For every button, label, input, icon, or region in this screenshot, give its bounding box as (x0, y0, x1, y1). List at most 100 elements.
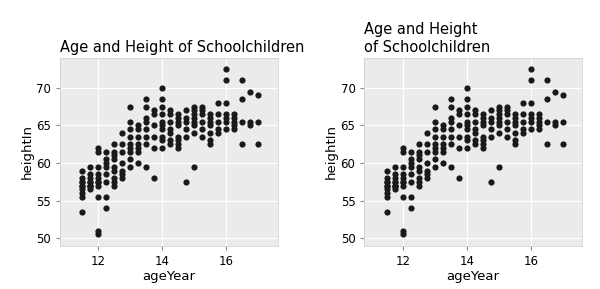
Point (166, 142, 175, 147)
Point (414, 183, 424, 188)
Point (398, 232, 407, 237)
Point (197, 112, 207, 116)
Point (206, 116, 215, 120)
Point (534, 119, 544, 124)
Point (110, 142, 119, 147)
Point (446, 164, 455, 169)
Point (470, 127, 479, 131)
Point (414, 153, 424, 158)
Point (101, 206, 111, 210)
Point (101, 179, 111, 184)
Point (422, 168, 431, 173)
Point (414, 168, 424, 173)
Point (526, 127, 536, 131)
Point (254, 93, 263, 98)
Point (238, 119, 247, 124)
Point (86, 183, 95, 188)
Point (454, 176, 464, 180)
Point (149, 146, 159, 150)
Point (406, 179, 416, 184)
Point (190, 119, 199, 124)
Text: Age and Height
of Schoolchildren: Age and Height of Schoolchildren (364, 22, 491, 55)
Point (230, 127, 239, 131)
Point (382, 194, 392, 199)
Point (221, 78, 231, 83)
Point (462, 86, 472, 90)
Point (382, 179, 392, 184)
Point (478, 119, 488, 124)
Point (462, 138, 472, 143)
Point (406, 149, 416, 154)
Point (454, 134, 464, 139)
Point (94, 179, 103, 184)
Point (125, 149, 135, 154)
Point (494, 108, 503, 113)
Point (478, 146, 488, 150)
Point (254, 142, 263, 147)
Point (382, 191, 392, 195)
Point (94, 232, 103, 237)
Point (486, 127, 496, 131)
Point (446, 116, 455, 120)
Point (494, 112, 503, 116)
Point (510, 131, 520, 135)
Point (166, 108, 175, 113)
Point (86, 172, 95, 177)
Point (422, 161, 431, 165)
Point (86, 176, 95, 180)
Point (94, 194, 103, 199)
Point (158, 134, 167, 139)
Point (134, 123, 143, 128)
Point (478, 116, 488, 120)
Point (550, 89, 560, 94)
Point (454, 108, 464, 113)
Point (118, 161, 127, 165)
Point (470, 112, 479, 116)
Point (142, 104, 151, 109)
Point (110, 157, 119, 162)
Point (526, 78, 536, 83)
Point (182, 119, 191, 124)
Point (542, 78, 551, 83)
Point (94, 172, 103, 177)
Point (190, 112, 199, 116)
X-axis label: ageYear: ageYear (142, 271, 195, 284)
Point (197, 134, 207, 139)
Point (101, 172, 111, 177)
Point (534, 123, 544, 128)
Point (430, 104, 440, 109)
Point (182, 116, 191, 120)
Point (470, 108, 479, 113)
Point (558, 119, 568, 124)
Point (86, 179, 95, 184)
Point (238, 78, 247, 83)
Point (406, 161, 416, 165)
Point (390, 183, 400, 188)
Point (77, 179, 87, 184)
Point (173, 123, 183, 128)
Point (118, 142, 127, 147)
Point (125, 104, 135, 109)
Point (173, 119, 183, 124)
Point (110, 176, 119, 180)
Point (518, 131, 527, 135)
Point (94, 149, 103, 154)
Point (534, 112, 544, 116)
Point (86, 183, 95, 188)
Point (438, 123, 448, 128)
Point (158, 119, 167, 124)
Point (149, 176, 159, 180)
Point (173, 142, 183, 147)
Point (149, 123, 159, 128)
Point (101, 164, 111, 169)
Point (406, 164, 416, 169)
Point (77, 183, 87, 188)
Point (110, 164, 119, 169)
Point (254, 119, 263, 124)
Point (190, 164, 199, 169)
Point (406, 157, 416, 162)
Point (518, 127, 527, 131)
Point (230, 112, 239, 116)
Point (125, 142, 135, 147)
Point (502, 119, 512, 124)
